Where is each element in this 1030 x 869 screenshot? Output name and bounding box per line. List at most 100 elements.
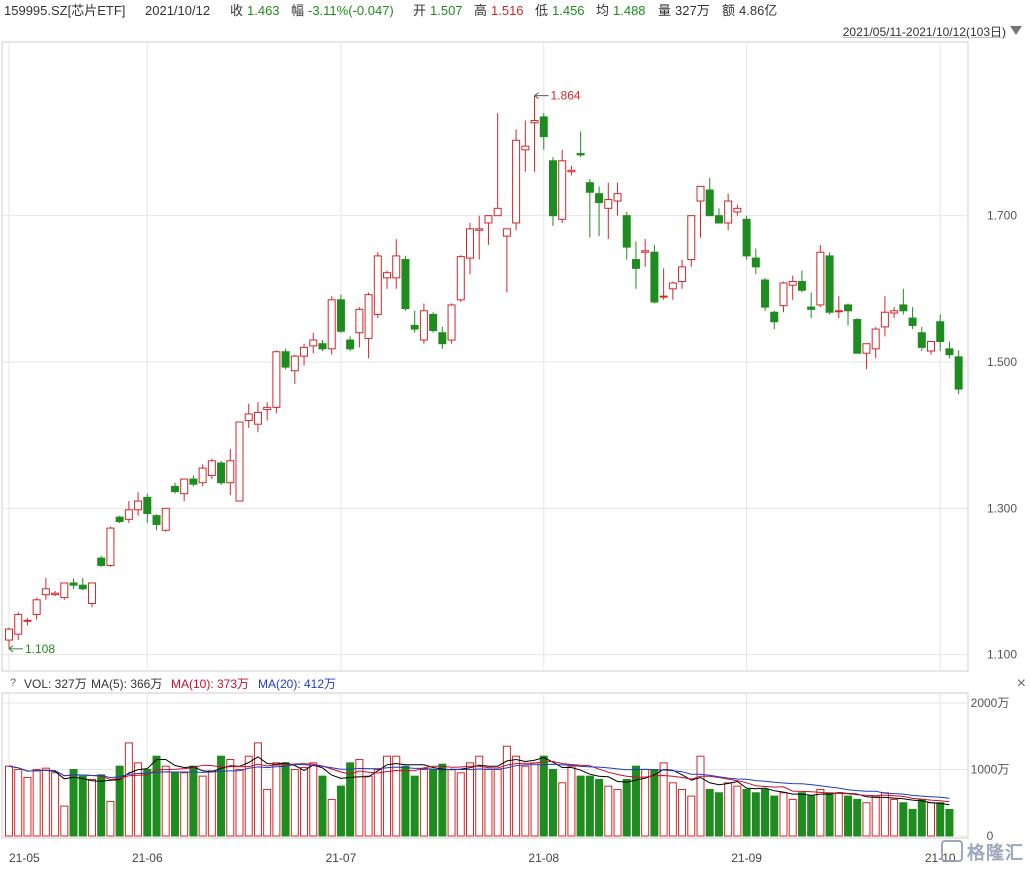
- candle: [5, 627, 13, 649]
- candle-body: [927, 341, 935, 352]
- volume-bar: [300, 767, 309, 837]
- candle: [41, 577, 50, 600]
- candle: [927, 341, 935, 355]
- candle-body: [521, 145, 530, 151]
- volume-bar: [161, 765, 170, 837]
- candle-body: [502, 228, 511, 237]
- annotation-label: 1.864: [551, 89, 581, 103]
- candle-body: [797, 281, 806, 291]
- high-value: 1.516: [491, 3, 524, 18]
- volume-bar: [797, 792, 806, 837]
- candle: [97, 555, 106, 567]
- candle: [466, 222, 474, 275]
- candle: [539, 113, 548, 150]
- candle-body: [659, 295, 668, 298]
- candle: [521, 120, 530, 172]
- candle-body: [41, 588, 50, 596]
- candle: [816, 244, 825, 308]
- volume-bar: [779, 792, 788, 837]
- candle: [244, 403, 253, 428]
- y-tick-label: 1.500: [987, 355, 1017, 369]
- candle: [862, 343, 871, 370]
- candle-body: [890, 310, 899, 314]
- watermark-logo: 格隆汇: [941, 839, 1024, 865]
- candle-body: [844, 304, 853, 312]
- candle-body: [134, 500, 143, 511]
- plot-frame: [1, 41, 969, 672]
- volume-bar: [401, 765, 410, 837]
- volume-bar: [429, 769, 438, 837]
- candle-body: [198, 467, 207, 484]
- volume-bar: [23, 776, 32, 837]
- volume-bar: [60, 805, 69, 837]
- candle-body: [585, 182, 594, 193]
- volume-bar: [908, 808, 917, 837]
- candle: [622, 212, 631, 260]
- volume-bar: [576, 775, 585, 837]
- candle: [779, 281, 788, 313]
- candle-body: [604, 199, 613, 209]
- extreme-annotation: 1.108: [8, 642, 55, 656]
- candle-body: [23, 619, 32, 622]
- chevron-down-icon[interactable]: [1010, 26, 1022, 35]
- change-label: 幅: [291, 3, 305, 18]
- volume-bar: [327, 798, 336, 837]
- candle-body: [189, 478, 198, 485]
- date-range-selector[interactable]: 2021/05/11-2021/10/12(103日): [842, 25, 1006, 39]
- candle: [908, 307, 917, 330]
- candle-body: [751, 257, 760, 268]
- candle: [733, 204, 742, 216]
- candle-body: [807, 306, 816, 310]
- candle-body: [668, 282, 677, 290]
- candle: [198, 464, 207, 487]
- quote-header: 159995.SZ[芯片ETF] 2021/10/12 收 1.463 幅 -3…: [0, 0, 1030, 22]
- candle-body: [687, 215, 696, 261]
- volume-bar: [816, 788, 825, 837]
- volume-bar: [567, 765, 576, 837]
- candle: [281, 348, 290, 370]
- volume-bar: [373, 769, 382, 837]
- volume-bar: [115, 765, 124, 837]
- volume-indicator-bar: ? VOL: 327万 MA(5): 366万 MA(10): 373万 MA(…: [0, 674, 1030, 694]
- amount-value: 4.86亿: [739, 3, 778, 18]
- candlestick-chart[interactable]: 1.100 1.300 1.500 1.700 1.864 1.108: [0, 22, 1030, 673]
- x-tick-label: 21-07: [326, 851, 357, 865]
- volume-bar: [5, 765, 13, 837]
- vol-y-tick-label: 0: [987, 829, 994, 843]
- annotation-arrow: [534, 92, 539, 100]
- symbol-label: 159995.SZ[芯片ETF]: [4, 3, 126, 18]
- candle: [641, 239, 650, 267]
- candle: [364, 292, 373, 359]
- candle-body: [466, 228, 474, 259]
- candle: [659, 268, 668, 300]
- volume-label: 量: [658, 3, 672, 18]
- candle: [14, 612, 23, 641]
- volume-bar: [622, 778, 631, 837]
- candle-body: [143, 496, 152, 514]
- ma5-text: MA(5): 366万: [91, 677, 163, 691]
- candle: [152, 514, 161, 531]
- volume-bar: [87, 778, 96, 837]
- candle: [134, 492, 143, 516]
- volume-bar: [659, 762, 668, 837]
- candle: [548, 157, 557, 226]
- candle-body: [364, 294, 373, 340]
- candle: [917, 326, 926, 352]
- candle-body: [613, 193, 622, 202]
- candle-body: [244, 413, 253, 422]
- candle-body: [355, 308, 364, 334]
- volume-bar: [530, 762, 539, 837]
- volume-bar: [834, 792, 843, 837]
- candle-body: [309, 339, 318, 347]
- candle-body: [871, 328, 880, 350]
- close-icon[interactable]: ×: [1016, 675, 1026, 692]
- volume-bar: [41, 767, 50, 837]
- y-tick-label: 1.300: [987, 501, 1017, 515]
- help-icon[interactable]: ?: [9, 677, 17, 689]
- candle: [475, 215, 484, 260]
- annotation-arrow: [8, 645, 14, 653]
- candle: [502, 228, 511, 293]
- candle-body: [936, 321, 945, 343]
- candle-body: [558, 160, 567, 220]
- watermark-text: 格隆汇: [967, 843, 1024, 863]
